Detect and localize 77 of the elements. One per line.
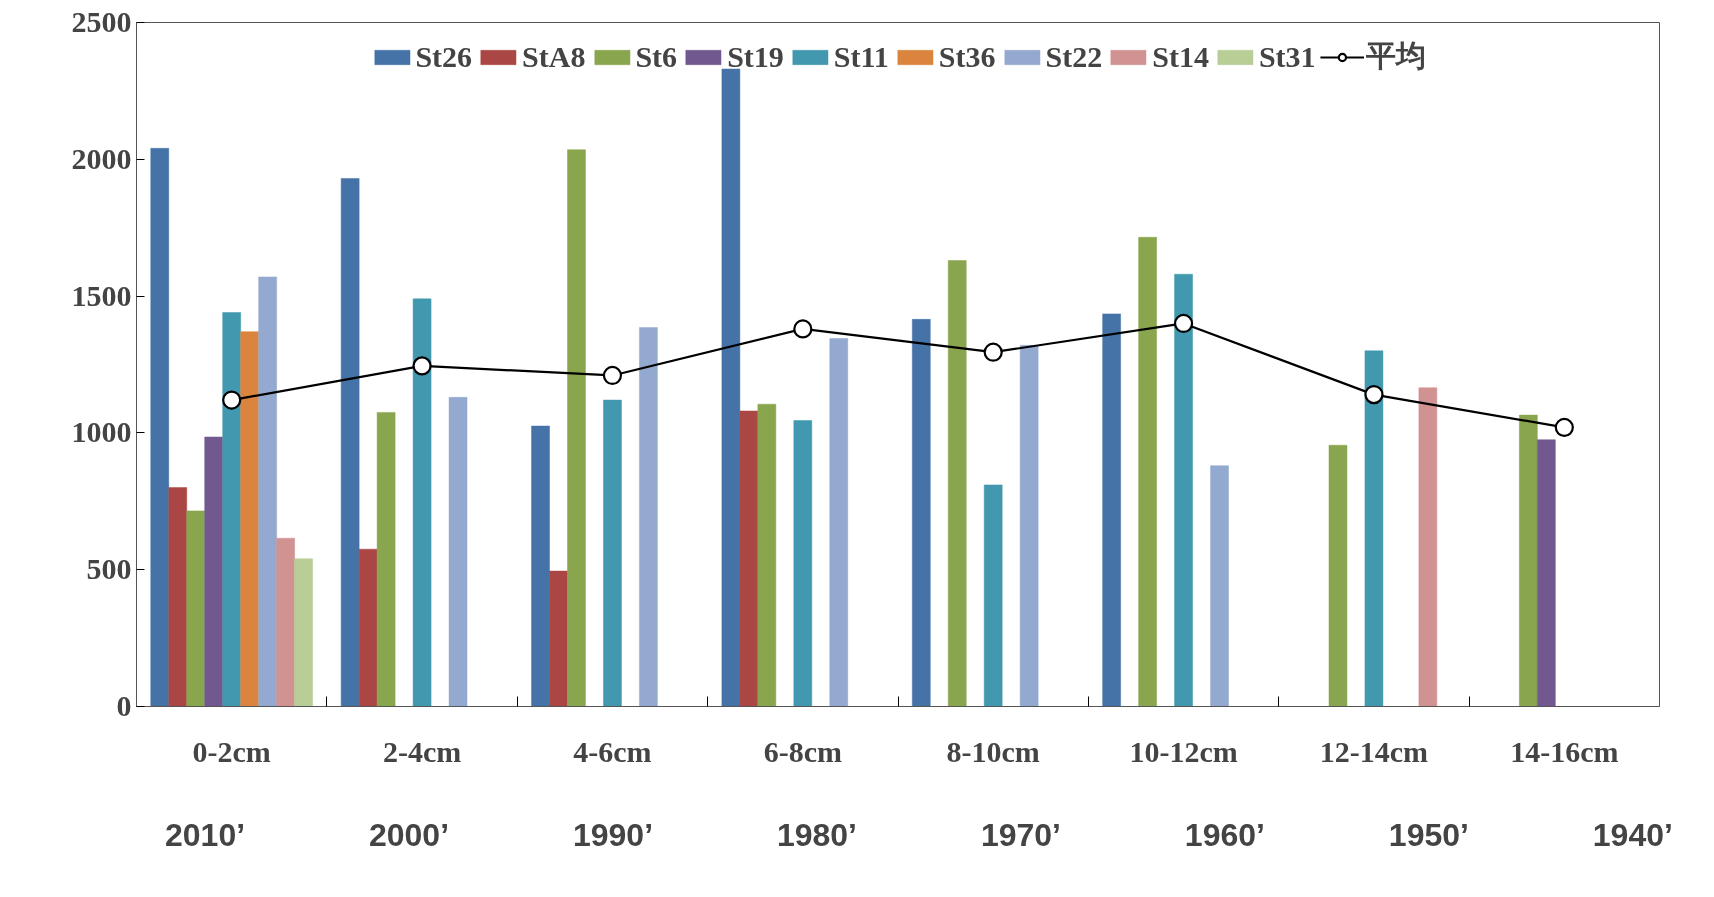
- y-tick-label: 2000: [71, 141, 132, 175]
- legend-label: St26: [415, 39, 473, 74]
- text: 2000’: [368, 816, 450, 853]
- bar: [358, 548, 378, 707]
- text: 1950’: [1388, 816, 1469, 853]
- bar: [1102, 313, 1121, 707]
- bar: [258, 276, 277, 707]
- legend-label: St11: [833, 39, 889, 74]
- y-tick-label: 0: [116, 689, 132, 722]
- x-tick-label: 6-8cm: [763, 734, 842, 768]
- point: [983, 342, 1003, 362]
- point: [222, 390, 242, 410]
- legend-label: 平均: [1365, 38, 1426, 74]
- x-tick-label: 0-2cm: [192, 734, 271, 768]
- legend-label: St36: [938, 39, 996, 74]
- x-tick-label: 8-10cm: [946, 734, 1040, 768]
- bar: [793, 420, 813, 707]
- x-tick-label: 10-12cm: [1129, 734, 1238, 768]
- bar: [1328, 444, 1348, 707]
- bar: [1364, 350, 1384, 707]
- bar: [947, 260, 967, 707]
- legend-label: St31: [1258, 39, 1316, 74]
- bar: [639, 327, 658, 707]
- bar: [1519, 414, 1538, 707]
- bar: [1174, 273, 1193, 707]
- bar: [376, 412, 396, 707]
- bar: [983, 484, 1003, 707]
- text: 1970’: [980, 816, 1061, 853]
- legend-label: St14: [1152, 39, 1209, 74]
- bar: [168, 487, 187, 707]
- bar: [340, 178, 360, 707]
- bar: [721, 68, 741, 707]
- bar: [222, 312, 241, 707]
- legend-label: St19: [727, 39, 784, 74]
- bar: [1138, 237, 1157, 707]
- bar: [412, 298, 432, 707]
- bar: [276, 537, 295, 707]
- x-tick-label: 14-16cm: [1510, 734, 1619, 768]
- bar: [1019, 345, 1039, 707]
- x-tick-label: 2-4cm: [382, 734, 462, 768]
- legend-label: St6: [635, 39, 678, 74]
- bar: [448, 397, 468, 707]
- bar: [240, 331, 259, 707]
- bar: [150, 148, 170, 707]
- point: [1364, 385, 1384, 405]
- point: [1173, 313, 1194, 334]
- x-tick-label: 4-6cm: [573, 734, 652, 768]
- point: [793, 319, 813, 339]
- point: [1554, 417, 1574, 438]
- bar: [1418, 387, 1438, 707]
- y-tick-label: 500: [86, 552, 132, 586]
- text: 1940’: [1592, 816, 1673, 853]
- bar: [531, 425, 550, 707]
- bar: [186, 510, 205, 707]
- text: 2010’: [165, 816, 246, 853]
- bar: [549, 570, 568, 707]
- bar: [603, 399, 622, 707]
- text: 1960’: [1184, 816, 1265, 853]
- y-tick-label: 1500: [71, 278, 132, 312]
- y-tick-label: 1000: [71, 415, 132, 449]
- bar: [829, 338, 849, 707]
- bar: [567, 149, 586, 707]
- bar: [1537, 439, 1556, 707]
- bar: [912, 319, 931, 707]
- bar: [757, 403, 777, 707]
- bar: [204, 436, 223, 707]
- point: [412, 356, 432, 376]
- legend-label: StA8: [522, 39, 586, 74]
- bar: [294, 558, 313, 707]
- bar: [739, 410, 759, 707]
- legend-label: St22: [1045, 39, 1103, 74]
- x-tick-label: 12-14cm: [1319, 734, 1429, 768]
- text: 1990’: [572, 816, 654, 853]
- bar: [1210, 465, 1229, 707]
- text: 1980’: [776, 816, 857, 853]
- point: [602, 365, 623, 386]
- y-tick-label: 2500: [71, 5, 132, 38]
